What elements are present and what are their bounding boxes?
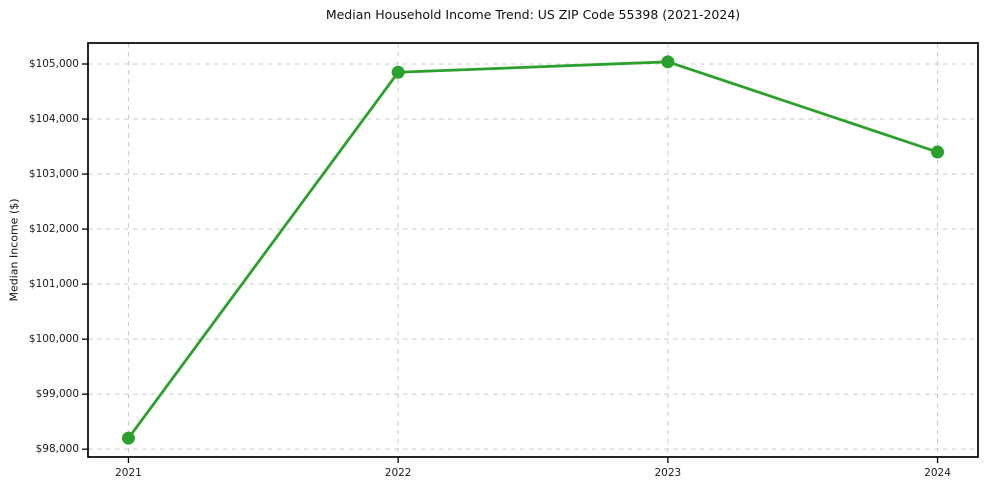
y-tick-label: $105,000 <box>28 58 79 71</box>
chart-canvas <box>82 42 979 463</box>
y-tick-label: $103,000 <box>28 168 79 181</box>
income-trend-line <box>127 60 939 440</box>
y-tick-label: $99,000 <box>35 388 79 401</box>
x-tick-label: 2024 <box>924 467 951 479</box>
x-tick-label: 2021 <box>115 467 142 479</box>
x-tick-label: 2023 <box>654 467 682 479</box>
data-point-2022 <box>391 65 405 79</box>
data-point-2021 <box>121 431 135 445</box>
chart-title: Median Household Income Trend: US ZIP Co… <box>325 7 741 22</box>
plot-frame <box>87 42 979 458</box>
data-point-2024 <box>931 145 945 159</box>
y-tick-label: $101,000 <box>28 278 79 291</box>
y-tick-label: $102,000 <box>28 223 79 236</box>
y-tick-label: $100,000 <box>28 333 79 346</box>
x-tick-label: 2022 <box>384 467 412 479</box>
plot-area <box>82 42 979 463</box>
y-tick-label: $104,000 <box>28 113 79 126</box>
y-tick-label: $98,000 <box>35 443 79 456</box>
data-point-2023 <box>661 55 675 69</box>
